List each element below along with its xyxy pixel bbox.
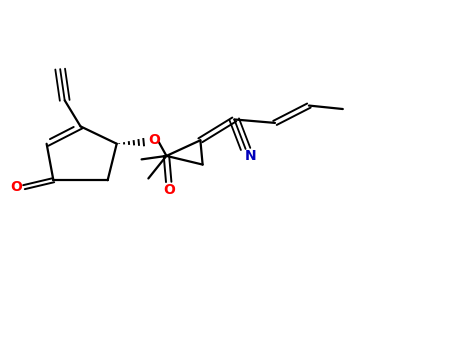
Text: N: N bbox=[245, 149, 257, 163]
Text: O: O bbox=[148, 133, 160, 147]
Text: O: O bbox=[163, 183, 175, 197]
Text: O: O bbox=[10, 180, 22, 194]
